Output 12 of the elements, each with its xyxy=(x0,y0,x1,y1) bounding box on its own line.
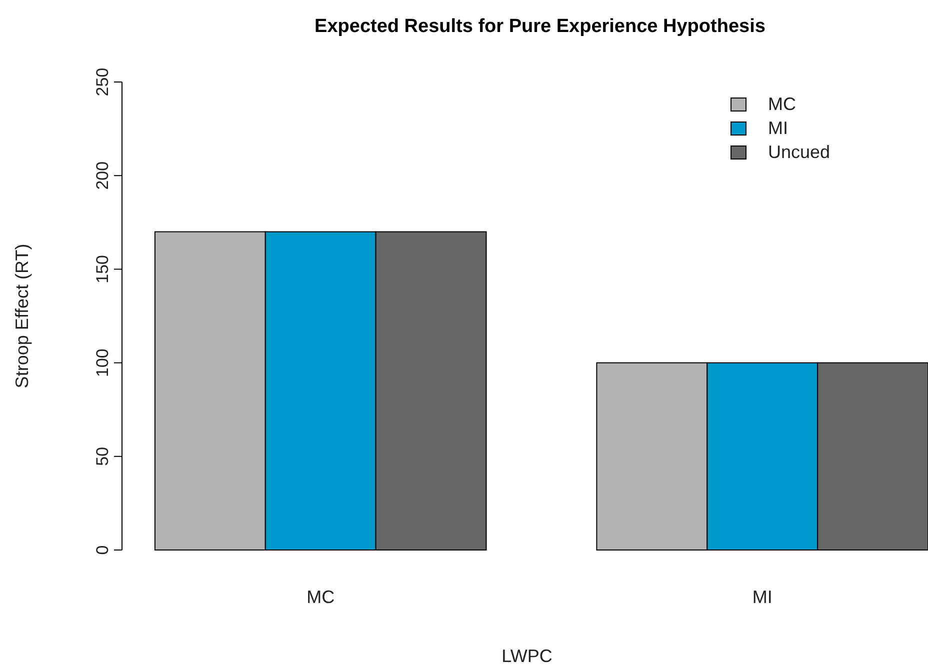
y-tick-label: 150 xyxy=(93,255,112,284)
y-tick-label: 100 xyxy=(93,348,112,377)
legend-label: Uncued xyxy=(768,142,830,162)
y-axis-title: Stroop Effect (RT) xyxy=(12,244,32,388)
x-axis-title: LWPC xyxy=(502,646,552,666)
y-tick-label: 50 xyxy=(93,446,112,466)
legend-label: MC xyxy=(768,94,796,114)
y-tick-label: 200 xyxy=(93,161,112,190)
legend-label: MI xyxy=(768,118,788,138)
chart-title: Expected Results for Pure Experience Hypothesis xyxy=(314,16,766,37)
y-tick-label: 0 xyxy=(93,545,112,555)
y-tick-label: 250 xyxy=(93,68,112,96)
